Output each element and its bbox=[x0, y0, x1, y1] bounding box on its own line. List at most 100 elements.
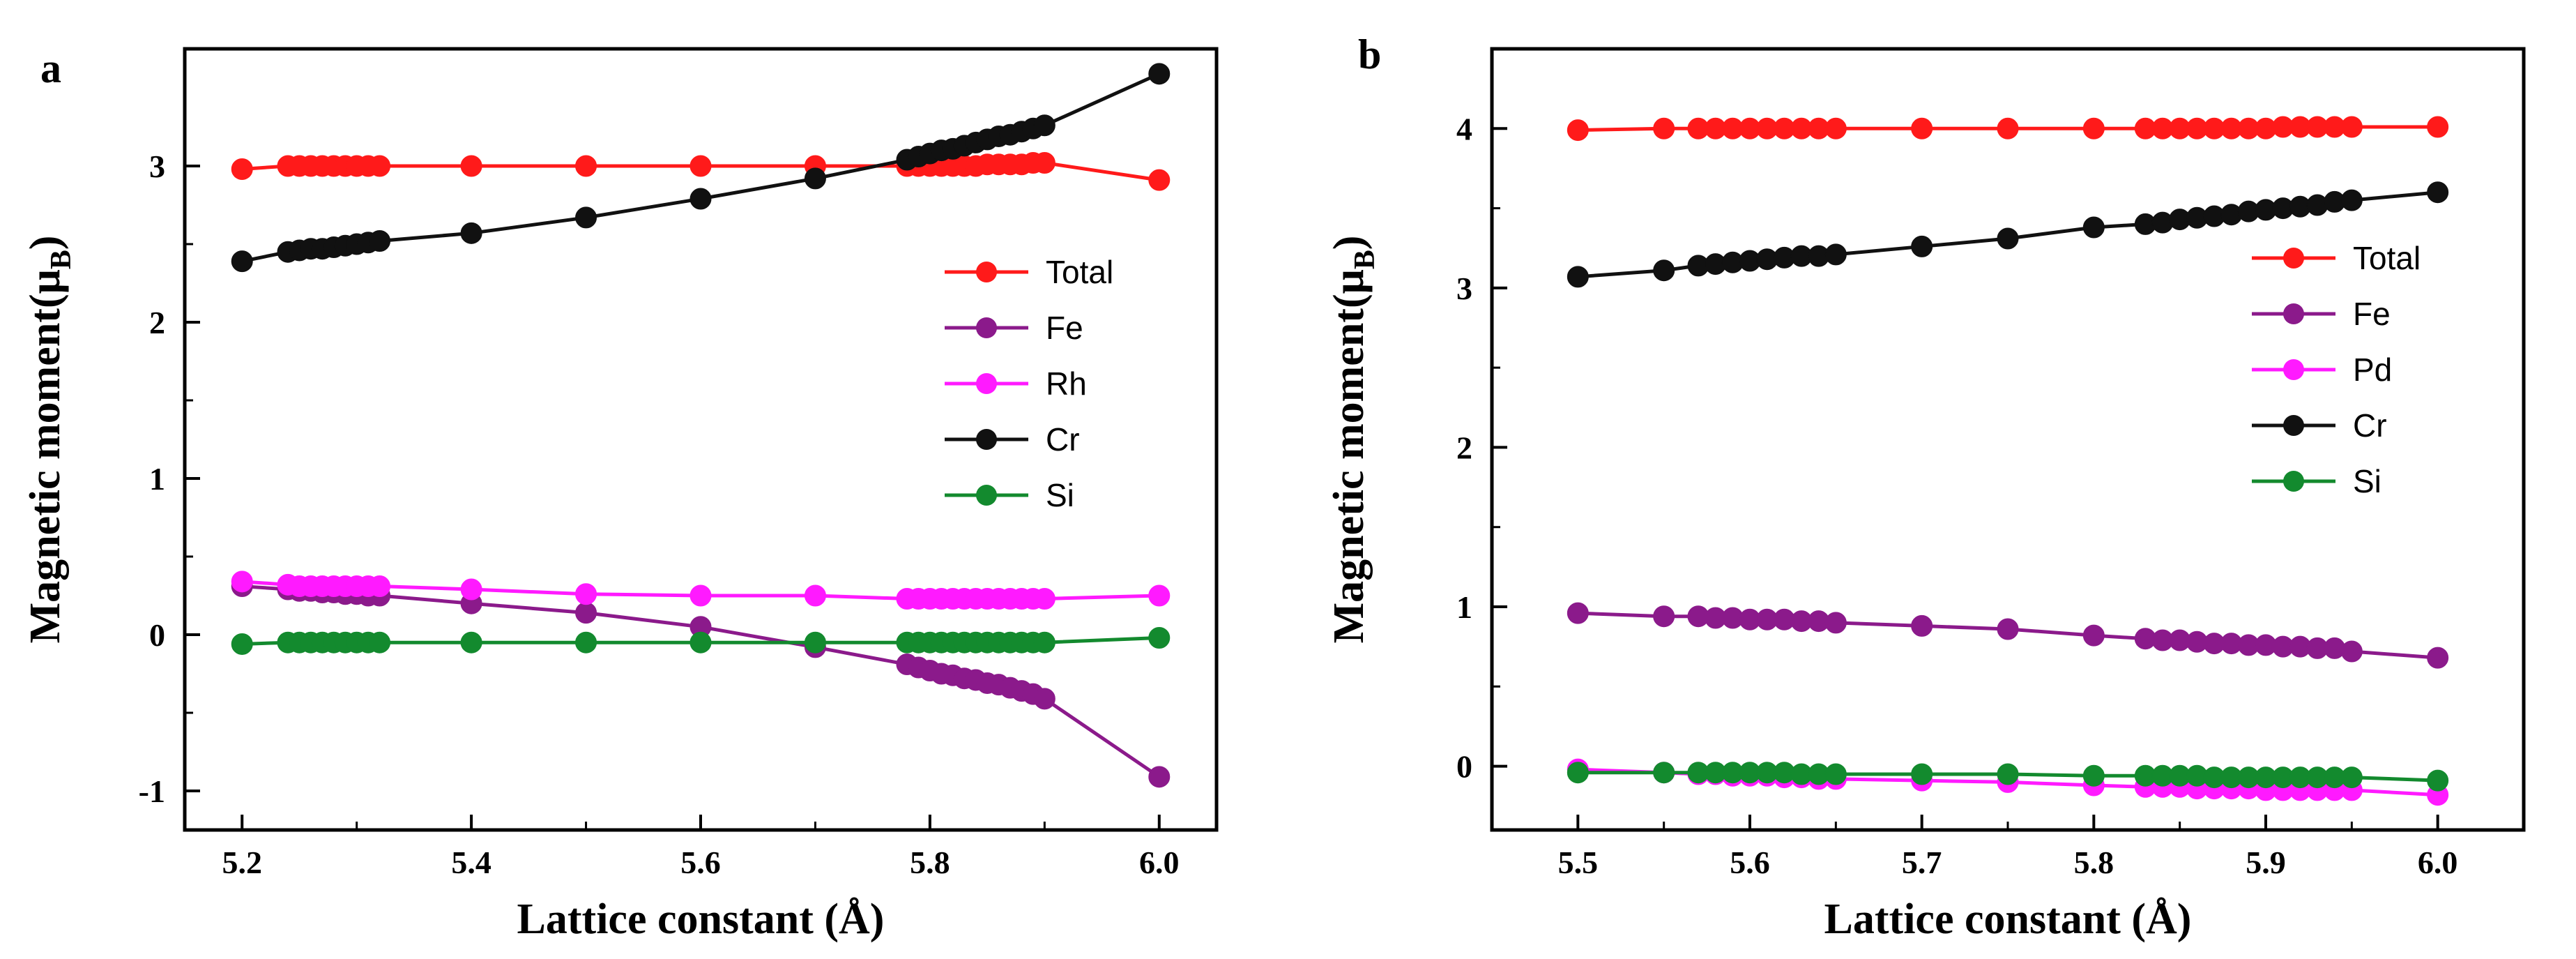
data-point bbox=[689, 631, 712, 654]
data-point bbox=[2082, 216, 2105, 239]
data-point bbox=[804, 167, 826, 190]
legend-label: Si bbox=[2353, 463, 2381, 499]
legend-item: Fe bbox=[945, 310, 1083, 346]
y-tick-label: 0 bbox=[149, 617, 165, 653]
y-axis-title: Magnetic moment(μB) bbox=[1325, 236, 1381, 644]
legend-item: Total bbox=[2252, 240, 2421, 276]
legend-label: Fe bbox=[1046, 310, 1083, 346]
series-total bbox=[231, 152, 1171, 191]
x-tick-label: 5.9 bbox=[2246, 845, 2286, 880]
data-point bbox=[689, 584, 712, 607]
data-point bbox=[1567, 266, 1589, 288]
data-point bbox=[1033, 114, 1055, 137]
legend-item: Total bbox=[945, 254, 1113, 290]
data-point bbox=[460, 222, 482, 244]
legend-label: Pd bbox=[2353, 352, 2392, 388]
y-tick-label: 2 bbox=[1456, 430, 1472, 465]
data-point bbox=[1997, 227, 2019, 250]
data-point bbox=[804, 584, 826, 607]
data-point bbox=[1997, 618, 2019, 640]
legend: Total Fe Pd Cr Si bbox=[2252, 240, 2421, 499]
data-point bbox=[2082, 764, 2105, 787]
legend-marker bbox=[2283, 248, 2304, 269]
data-point bbox=[1148, 169, 1171, 191]
x-tick-label: 5.2 bbox=[222, 845, 262, 880]
y-tick-label: 3 bbox=[149, 149, 165, 184]
x-axis-title: Lattice constant (Å) bbox=[517, 896, 885, 943]
y-tick-label: 2 bbox=[149, 305, 165, 340]
y-tick-label: 4 bbox=[1456, 111, 1472, 146]
data-point bbox=[575, 206, 597, 229]
data-point bbox=[1033, 688, 1055, 710]
data-point bbox=[2340, 767, 2363, 789]
y-axis-title-main: Magnetic moment(μ bbox=[1325, 269, 1373, 643]
data-point bbox=[2427, 769, 2449, 792]
data-point bbox=[575, 602, 597, 624]
data-point bbox=[1148, 584, 1171, 607]
data-point bbox=[2427, 116, 2449, 138]
data-point bbox=[1033, 152, 1055, 174]
series-total bbox=[1567, 116, 2449, 142]
data-point bbox=[1911, 763, 1933, 785]
data-point bbox=[231, 250, 253, 273]
legend-marker bbox=[976, 317, 997, 338]
series-cr bbox=[231, 63, 1171, 273]
y-axis-title-subscript: B bbox=[45, 250, 77, 269]
legend-item: Cr bbox=[2252, 407, 2387, 444]
legend-marker bbox=[2283, 471, 2304, 492]
y-axis-title-subscript: B bbox=[1349, 250, 1381, 269]
legend-item: Rh bbox=[945, 365, 1087, 402]
y-tick-label: -1 bbox=[139, 773, 165, 809]
legend-marker bbox=[976, 262, 997, 282]
y-axis-title: Magnetic moment(μB) bbox=[22, 236, 77, 644]
data-point bbox=[1997, 117, 2019, 139]
data-point bbox=[575, 631, 597, 654]
legend-item: Cr bbox=[945, 421, 1080, 458]
data-point bbox=[2340, 640, 2363, 663]
legend-label: Cr bbox=[2353, 407, 2387, 444]
y-axis-title-close: ) bbox=[1325, 236, 1373, 250]
data-point bbox=[1148, 626, 1171, 649]
data-point bbox=[231, 158, 253, 180]
panel-label: a bbox=[40, 45, 61, 91]
legend-item: Si bbox=[2252, 463, 2381, 499]
data-point bbox=[1911, 117, 1933, 139]
data-point bbox=[689, 188, 712, 210]
data-point bbox=[460, 578, 482, 601]
legend-label: Total bbox=[2353, 240, 2421, 276]
data-point bbox=[575, 155, 597, 177]
legend-label: Si bbox=[1046, 477, 1074, 513]
series-si bbox=[231, 626, 1171, 655]
x-tick-label: 5.6 bbox=[680, 845, 721, 880]
x-axis-title: Lattice constant (Å) bbox=[1824, 896, 2192, 943]
data-point bbox=[1824, 612, 1847, 634]
legend-item: Si bbox=[945, 477, 1074, 513]
x-tick-label: 5.7 bbox=[1902, 845, 1942, 880]
data-point bbox=[1911, 614, 1933, 637]
data-point bbox=[369, 631, 391, 654]
data-point bbox=[1997, 763, 2019, 785]
x-tick-label: 6.0 bbox=[2418, 845, 2458, 880]
data-point bbox=[2082, 624, 2105, 647]
legend-marker bbox=[2283, 415, 2304, 436]
data-point bbox=[1567, 762, 1589, 784]
data-point bbox=[231, 571, 253, 593]
data-point bbox=[1911, 235, 1933, 257]
legend-label: Total bbox=[1046, 254, 1113, 290]
data-point bbox=[689, 155, 712, 177]
data-point bbox=[575, 583, 597, 605]
data-point bbox=[369, 230, 391, 252]
legend-marker bbox=[976, 485, 997, 506]
chart-panel-b: 5.5 5.6 5.7 5.8 5.9 6.0 0 1 2 3 4 Lattice constant … bbox=[1325, 31, 2526, 943]
data-point bbox=[2427, 181, 2449, 204]
data-point bbox=[2340, 189, 2363, 211]
x-tick-label: 6.0 bbox=[1139, 845, 1180, 880]
legend-label: Cr bbox=[1046, 421, 1080, 458]
data-point bbox=[1824, 243, 1847, 266]
legend-label: Fe bbox=[2353, 296, 2391, 332]
data-point bbox=[1567, 119, 1589, 142]
legend-item: Fe bbox=[2252, 296, 2391, 332]
panel-label: b bbox=[1358, 31, 1381, 77]
y-tick-label: 0 bbox=[1456, 749, 1472, 785]
